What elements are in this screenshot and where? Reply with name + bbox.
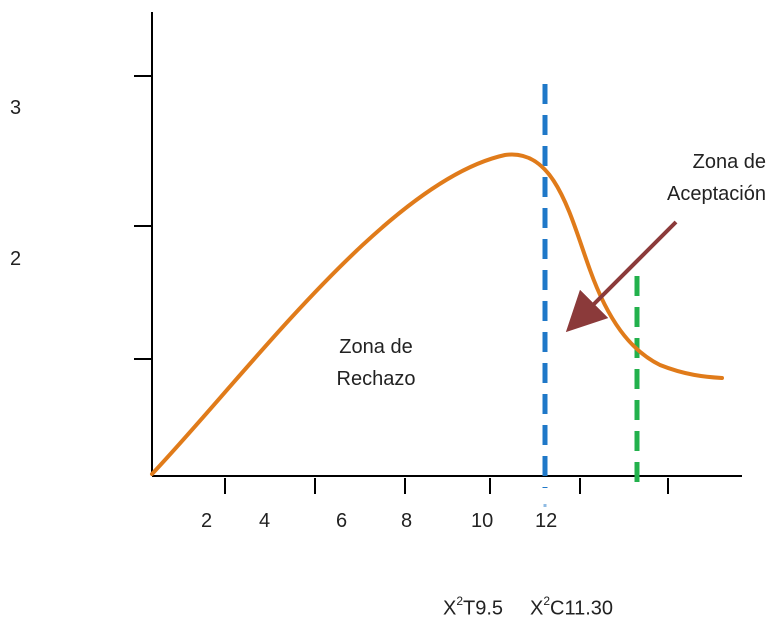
acceptance-arrow — [565, 220, 678, 333]
rejection-zone-label: Zona de Rechazo — [316, 331, 436, 395]
x-tick-label: 8 — [401, 510, 413, 532]
rejection-zone-line-1: Zona de — [339, 336, 413, 358]
x-tick-label: 10 — [471, 510, 494, 532]
table-critical-text: T9.5 — [463, 597, 504, 620]
x-tick-label: 6 — [336, 510, 348, 532]
table-critical-symbol: X — [443, 597, 457, 620]
rejection-zone-line-2: Rechazo — [336, 368, 416, 390]
acceptance-zone-line-2: Aceptación — [667, 183, 766, 205]
x-tick-label: 4 — [259, 510, 271, 532]
y-tick-label: 3 — [10, 97, 22, 119]
x-tick-label: 2 — [201, 510, 213, 532]
y-tick-label: 2 — [10, 248, 22, 270]
table-critical-superscript: 2 — [456, 594, 464, 608]
table-critical-value: X2T9.5 — [443, 594, 504, 621]
calculated-critical-text: C11.30 — [550, 597, 614, 620]
calculated-critical-symbol: X — [530, 597, 544, 620]
x-tick-label: 12 — [535, 510, 558, 532]
acceptance-zone-label: Zona de Aceptación — [630, 146, 766, 210]
distribution-curve — [150, 152, 724, 476]
acceptance-zone-line-1: Zona de — [692, 151, 766, 173]
calculated-critical-value: X2C11.30 — [530, 594, 614, 621]
calculated-critical-superscript: 2 — [543, 594, 551, 608]
